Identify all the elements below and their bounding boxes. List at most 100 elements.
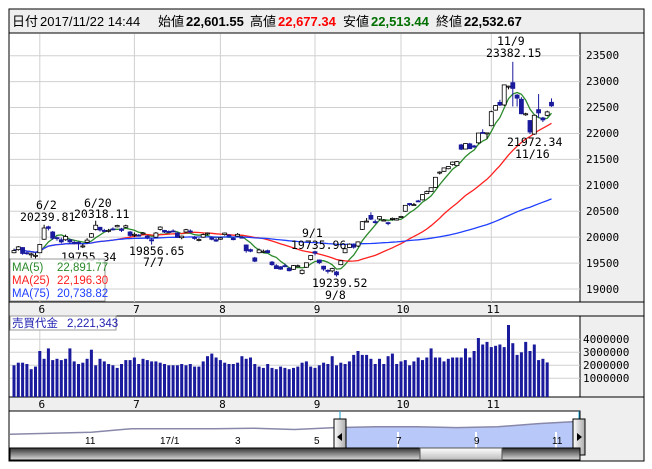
axis-ticks: 23500 23000 22500 22000 21500 21000 2050…	[583, 49, 629, 385]
volume-bar	[158, 362, 162, 397]
volume-bars	[12, 325, 549, 397]
candle-body	[471, 145, 477, 148]
volume-bar	[300, 362, 304, 397]
volume-bar	[201, 361, 205, 397]
volume-bar	[317, 365, 321, 397]
candle	[239, 236, 245, 239]
candle-body	[58, 239, 64, 243]
high-value: 22,677.34	[278, 14, 337, 29]
volume-bar	[313, 367, 317, 397]
candle	[536, 94, 541, 118]
candle-body	[273, 265, 279, 270]
candle	[385, 221, 391, 226]
candle-body	[265, 250, 271, 254]
candle	[226, 234, 232, 237]
candle	[11, 248, 17, 254]
price-tick: 19000	[586, 283, 619, 296]
candle-body	[200, 234, 206, 238]
candle-body	[420, 194, 425, 201]
candle	[295, 264, 301, 268]
candle-body	[162, 230, 167, 233]
scrollbar-thumb[interactable]	[419, 447, 503, 461]
candle-body	[170, 230, 176, 233]
candle	[458, 143, 464, 151]
volume-bar	[395, 364, 399, 397]
candle-body	[157, 226, 163, 230]
candle	[209, 236, 215, 241]
candle	[519, 97, 524, 115]
arrow-right-icon	[577, 433, 582, 441]
candle-body	[372, 221, 378, 224]
navigator-line	[9, 420, 580, 436]
annotation-date: 7/7	[143, 255, 164, 269]
candle	[531, 114, 537, 135]
candle-body	[432, 176, 438, 188]
volume-bar	[339, 362, 343, 397]
candle-body	[501, 84, 507, 106]
candle-body	[428, 187, 434, 192]
candle-body	[463, 143, 468, 150]
candle	[15, 245, 21, 251]
candle	[157, 226, 163, 231]
candle	[493, 104, 499, 111]
candle-body	[67, 239, 73, 243]
volume-bar	[386, 356, 390, 397]
candle	[303, 262, 309, 268]
volume-bar	[171, 365, 175, 397]
candle	[20, 247, 26, 255]
candle	[308, 255, 314, 261]
volume-bar	[163, 364, 166, 397]
candle	[24, 251, 30, 255]
right-range-handle[interactable]	[572, 418, 586, 456]
volume-bar	[244, 358, 248, 397]
price-tick: 22500	[586, 101, 619, 114]
candle-body	[493, 105, 499, 111]
volume-bar	[120, 364, 123, 397]
candle-body	[415, 200, 421, 203]
candle	[342, 248, 348, 254]
candle	[54, 236, 60, 241]
month-label: 11	[487, 303, 500, 316]
candle-body	[213, 239, 219, 242]
ma-legend: MA(5) 22,891.77 MA(25) 22,196.30 MA(75) …	[9, 258, 108, 302]
range-navigator[interactable]: 11 17/1 3 5 7 9 11	[9, 411, 586, 461]
volume-bar	[481, 344, 485, 397]
annotation-value: 19735.96	[291, 238, 346, 252]
candle-body	[411, 204, 417, 207]
volume-bar	[266, 364, 270, 397]
volume-bar	[472, 351, 476, 397]
navigator-tick: 3	[235, 436, 241, 447]
volume-bar	[451, 357, 455, 397]
annotation-value: 19856.65	[129, 244, 184, 258]
datetime-value: 2017/11/22 14:44	[40, 14, 140, 29]
volume-bar	[59, 360, 63, 397]
volume-bar	[89, 349, 93, 397]
volume-bar	[77, 364, 80, 397]
candle-body	[11, 250, 17, 254]
volume-bar	[188, 364, 192, 397]
candle	[488, 110, 494, 127]
arrow-left-icon	[337, 433, 342, 441]
annotation-value: 20318.11	[74, 207, 129, 221]
high-label: 高値	[250, 14, 276, 29]
date-label: 日付	[12, 14, 38, 29]
candle-body	[467, 143, 473, 150]
candle-body	[385, 222, 391, 225]
volume-bar	[94, 365, 98, 397]
candle-body	[321, 265, 327, 270]
candle-body	[217, 237, 223, 240]
price-tick: 23000	[586, 75, 619, 88]
volume-bar	[145, 360, 149, 397]
candle-body	[484, 132, 490, 135]
close-label: 終値	[436, 14, 462, 29]
candle	[381, 219, 387, 222]
candle-body	[46, 226, 51, 229]
open-value: 22,601.55	[186, 14, 244, 29]
candle-body	[398, 216, 404, 218]
candle	[235, 233, 241, 237]
candle-body	[381, 219, 387, 222]
volume-bar	[446, 358, 450, 397]
volume-bar	[257, 366, 261, 397]
navigator-tick: 17/1	[160, 436, 180, 447]
candle-body	[226, 234, 232, 237]
